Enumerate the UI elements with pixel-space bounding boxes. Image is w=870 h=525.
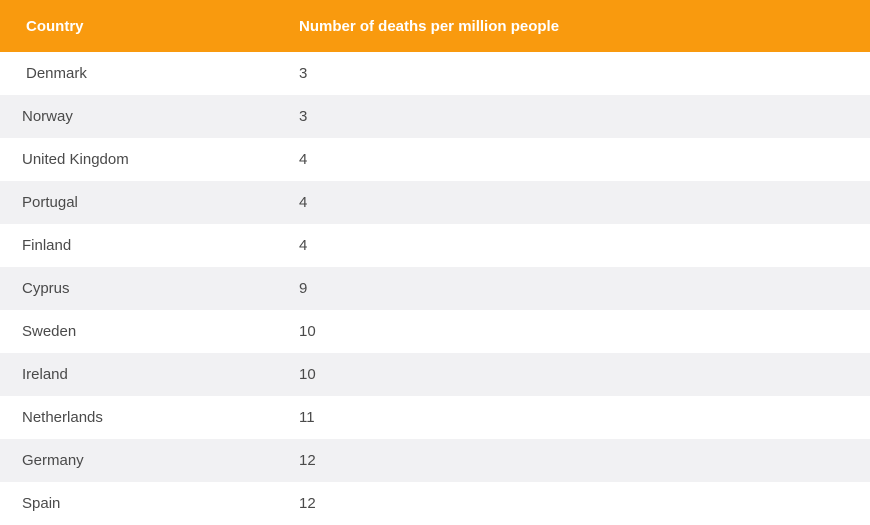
- country-cell: Ireland: [0, 353, 299, 396]
- table-row: Portugal 4: [0, 181, 870, 224]
- table-row: Finland 4: [0, 224, 870, 267]
- table-row: Denmark 3: [0, 52, 870, 95]
- table-header-row: Country Number of deaths per million peo…: [0, 0, 870, 52]
- deaths-cell: 10: [299, 323, 316, 340]
- table-row: Germany 12: [0, 439, 870, 482]
- country-cell: Netherlands: [22, 409, 103, 426]
- deaths-cell: 12: [299, 495, 316, 512]
- country-cell: Portugal: [0, 181, 299, 224]
- deaths-cell: 11: [299, 409, 315, 426]
- deaths-cell: 9: [299, 267, 870, 310]
- country-cell: United Kingdom: [22, 151, 129, 168]
- table-row: Cyprus 9: [0, 267, 870, 310]
- table-row: United Kingdom 4: [0, 138, 870, 181]
- header-country: Country: [0, 0, 299, 52]
- country-cell: Cyprus: [0, 267, 299, 310]
- country-cell: Sweden: [22, 323, 77, 340]
- deaths-cell: 12: [299, 439, 870, 482]
- table-row: Sweden 10: [0, 310, 870, 353]
- header-deaths: Number of deaths per million people: [299, 0, 870, 52]
- deaths-cell: 3: [299, 95, 870, 138]
- country-cell: Finland: [22, 237, 72, 254]
- country-cell: Norway: [0, 95, 299, 138]
- table-body: Denmark 3 Norway 3 United Kingdom 4 Portugal 4 F…: [0, 52, 870, 525]
- table-row: Norway 3: [0, 95, 870, 138]
- table-row: Spain 12: [0, 482, 870, 525]
- country-cell: Denmark: [26, 65, 87, 82]
- country-cell: Germany: [0, 439, 299, 482]
- deaths-cell: 4: [299, 237, 308, 254]
- table-row: Ireland 10: [0, 353, 870, 396]
- deaths-cell: 4: [299, 181, 870, 224]
- country-cell: Spain: [22, 495, 61, 512]
- deaths-cell: 4: [299, 151, 308, 168]
- table-row: Netherlands 11: [0, 396, 870, 439]
- deaths-cell: 10: [299, 353, 870, 396]
- deaths-cell: 3: [299, 65, 308, 82]
